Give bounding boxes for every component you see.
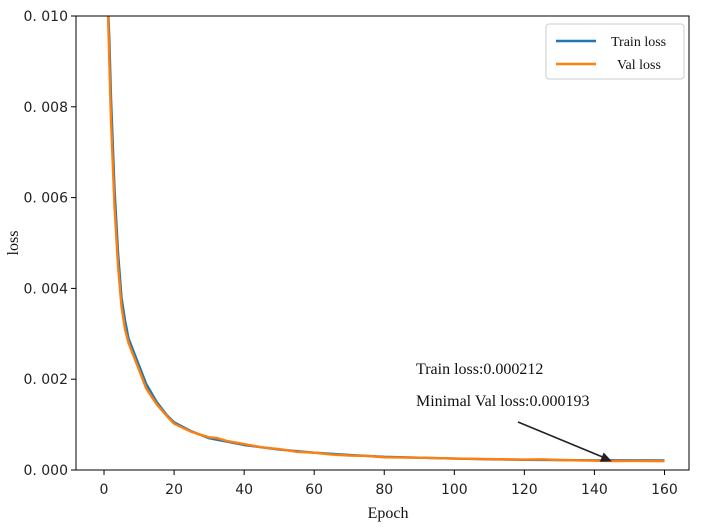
y-axis-label: loss	[5, 231, 22, 256]
annotation-arrow-line	[517, 421, 607, 460]
legend-val-label: Val loss	[617, 58, 661, 73]
y-tick-label: 0. 008	[23, 100, 68, 116]
x-tick-label: 120	[511, 482, 538, 498]
x-tick-label: 40	[235, 482, 253, 498]
series-line-val-loss	[106, 16, 665, 463]
axes-frame	[75, 15, 690, 471]
legend-box	[545, 23, 685, 80]
y-tick-label: 0. 002	[23, 372, 68, 388]
x-tick-label: 160	[651, 482, 678, 498]
x-tick-label: 100	[441, 482, 468, 498]
annotation-min-val-loss: Minimal Val loss:0.000193	[416, 393, 590, 410]
y-tick-label: 0. 004	[23, 281, 68, 297]
x-axis-label: Epoch	[368, 505, 409, 522]
axes: 0 20 40 60 80 100 120 140 160 0. 000 0. 002 0. 004 0…	[23, 9, 690, 498]
annotation: Train loss:0.000212 Minimal Val loss:0.0…	[416, 361, 612, 462]
x-tick-label: 0	[100, 482, 109, 498]
x-tick-label: 20	[165, 482, 183, 498]
plot-area	[106, 16, 665, 463]
legend: Train loss Val loss	[545, 23, 685, 80]
annotation-train-loss: Train loss:0.000212	[416, 361, 543, 378]
legend-train-label: Train loss	[611, 35, 666, 50]
annotation-arrow-head	[599, 452, 612, 462]
x-tick-label: 80	[375, 482, 393, 498]
x-tick-label: 140	[581, 482, 608, 498]
x-tick-label: 60	[305, 482, 323, 498]
y-tick-label: 0. 010	[23, 9, 68, 25]
y-tick-label: 0. 000	[23, 463, 68, 479]
y-tick-label: 0. 006	[23, 191, 68, 207]
